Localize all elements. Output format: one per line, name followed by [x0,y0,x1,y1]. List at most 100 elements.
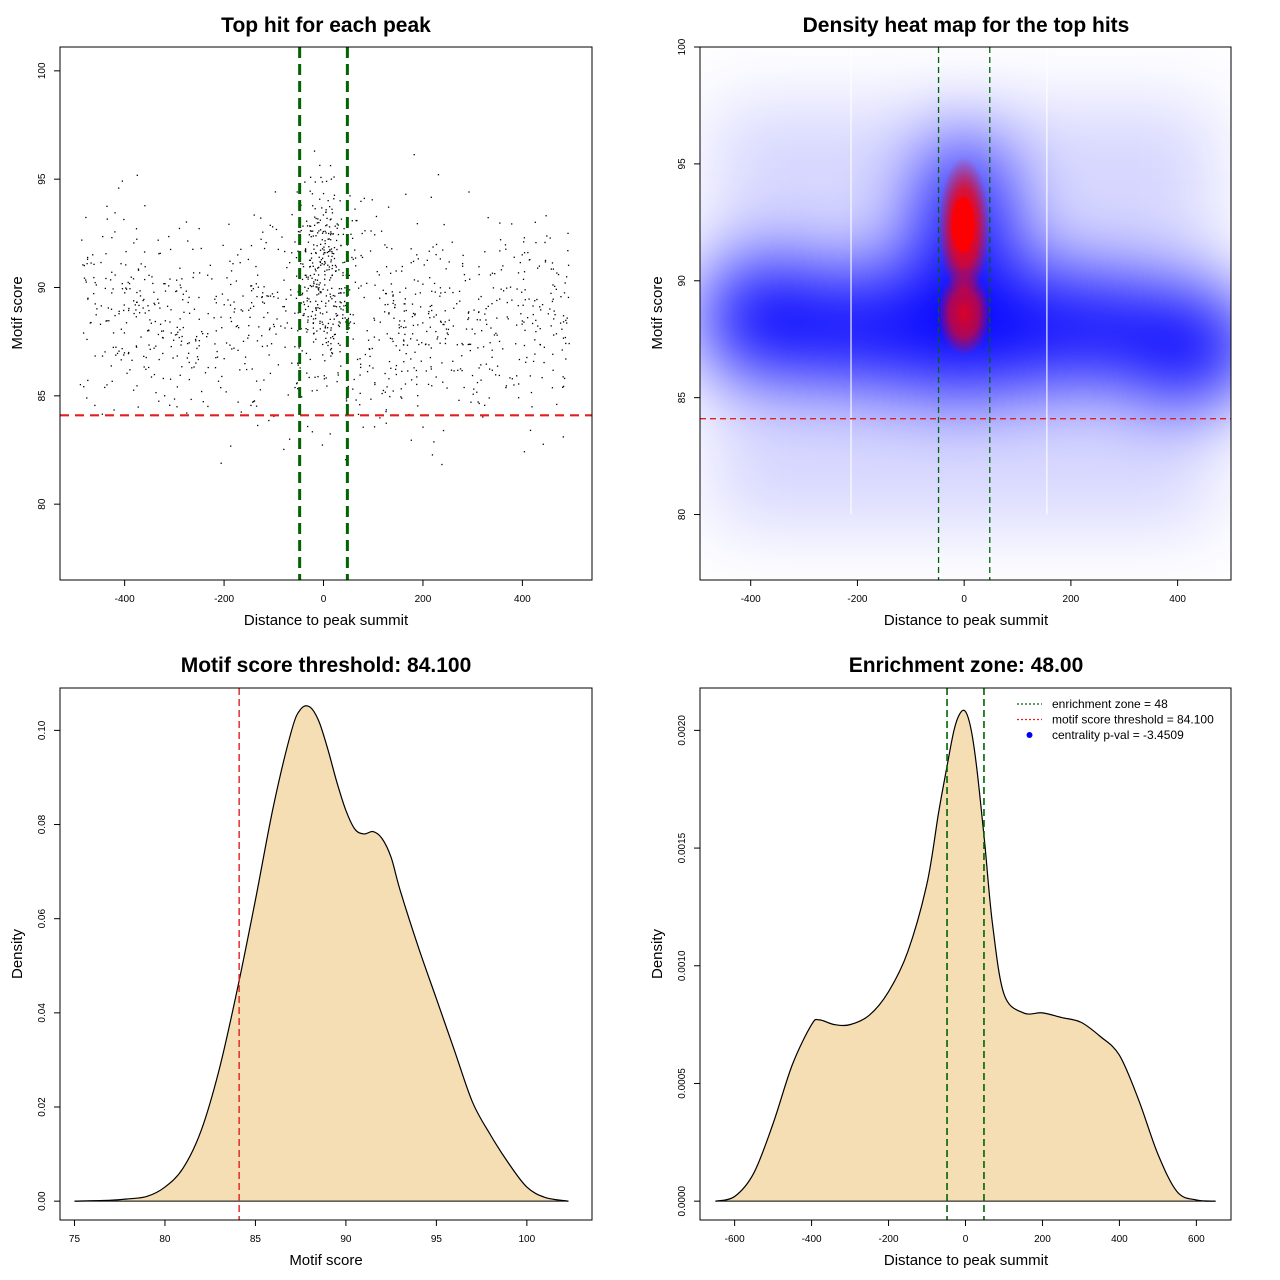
scatter-point [337,224,339,226]
scatter-point [225,391,227,393]
scatter-point [357,413,360,416]
heatmap-xtick-label: 400 [1169,594,1186,605]
scatter-point [328,268,330,271]
scatter-point [448,319,450,321]
scatter-point [229,304,232,306]
scatter-point [111,380,113,382]
scatter-point [323,251,326,254]
scatter-point [528,259,531,261]
scatter-point [333,252,335,255]
scatter-point [176,279,178,281]
scatter-point [344,261,346,263]
scatter-point [198,227,200,230]
scatter-point [92,254,94,256]
scatter-point [322,323,324,326]
scatter-point [133,312,135,315]
scatter-point [330,259,332,261]
scatter-point [124,292,126,294]
scatter-point [386,386,388,388]
scatter-point [543,361,545,364]
scatter-point [137,406,139,408]
scatter-point [147,329,150,331]
scatter-point [267,312,269,314]
scatter-point [354,249,356,251]
score-density-ylabel: Density [9,928,26,979]
scatter-point [284,327,286,329]
scatter-point [262,292,264,294]
scatter-point [568,342,570,345]
scatter-point [317,289,320,291]
scatter-point [322,214,325,216]
scatter-point [186,342,189,345]
scatter-point [131,359,133,361]
scatter-point [404,383,407,385]
distance-xtick-label: -600 [725,1234,745,1245]
scatter-point [499,222,501,224]
scatter-point [324,360,326,362]
scatter-point [506,301,508,304]
scatter-point [297,364,299,366]
scatter-point [319,164,321,167]
scatter-point [313,281,315,283]
scatter-point [426,259,428,262]
scatter-point [135,316,137,318]
scatter-point [90,321,92,324]
scatter-point [112,288,114,290]
scatter-point [111,271,113,273]
scatter-point [83,277,86,279]
scatter-point [388,313,390,315]
scatter-point [370,398,372,400]
scatter-point [554,285,556,288]
scatter-point [369,250,372,252]
scatter-point [207,333,209,335]
scatter-point [129,369,131,371]
legend-label: centrality p-val = -3.4509 [1052,728,1184,742]
scatter-point [129,288,131,290]
scatter-point [521,254,523,256]
scatter-point [434,291,436,293]
scatter-point [315,217,317,220]
scatter-point [128,351,130,354]
scatter-point [285,310,287,312]
scatter-point [306,297,308,299]
scatter-point [176,355,178,357]
scatter-point [110,308,113,310]
scatter-point [399,320,401,322]
scatter-point [192,248,194,250]
scatter-point [153,302,155,304]
score-ytick-label: 0.04 [37,1003,48,1023]
scatter-point [321,321,323,323]
scatter-point [271,293,274,295]
scatter-point [440,292,442,294]
scatter-point [517,272,520,274]
scatter-point [359,366,362,369]
scatter-point [359,404,361,406]
scatter-point [229,344,231,346]
scatter-point [401,270,403,272]
scatter-point [355,265,357,267]
scatter-point [114,212,116,214]
scatter-point [535,330,537,333]
scatter-point [307,425,309,428]
scatter-point [421,342,423,344]
scatter-point [325,180,328,183]
scatter-point [273,296,275,298]
scatter-point [325,225,327,227]
scatter-point [334,333,336,336]
scatter-point [435,243,438,246]
scatter-point [328,232,330,235]
scatter-point [562,385,565,388]
scatter-point [169,321,171,323]
scatter-point [444,321,446,323]
scatter-point [149,348,151,351]
scatter-point [324,327,326,329]
scatter-point [259,389,262,391]
scatter-point [402,339,405,341]
scatter-point [441,362,443,364]
scatter-point [253,400,255,403]
scatter-ytick-label: 95 [37,173,48,185]
scatter-point [300,302,303,304]
scatter-point [325,337,327,340]
scatter-point [144,266,146,268]
scatter-point [535,319,537,322]
